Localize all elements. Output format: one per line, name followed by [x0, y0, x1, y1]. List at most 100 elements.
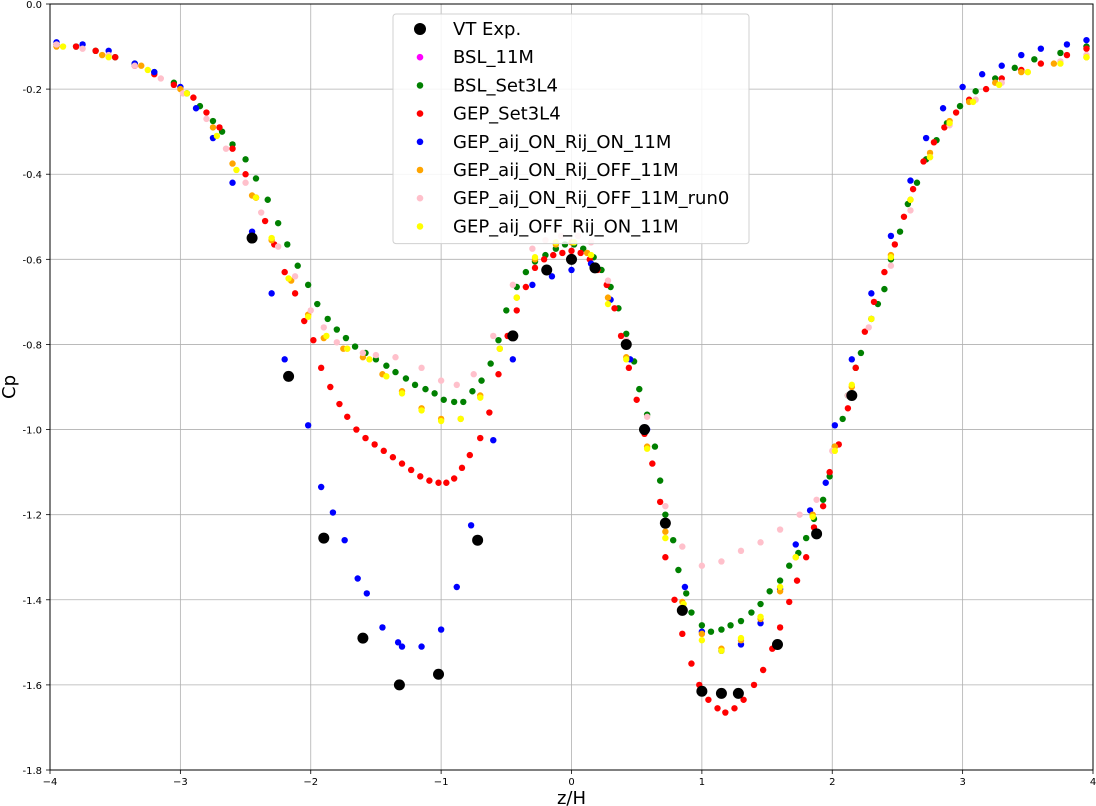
data-point	[998, 62, 1005, 69]
x-tick-label: 0	[568, 777, 574, 788]
data-point	[643, 413, 651, 420]
data-point	[796, 511, 803, 518]
legend-marker	[416, 82, 424, 89]
data-point	[727, 622, 734, 629]
series-VT Exp.	[246, 232, 858, 699]
data-point	[681, 583, 689, 591]
data-point	[861, 328, 869, 335]
data-point	[776, 583, 784, 591]
data-point	[623, 330, 630, 338]
data-point	[548, 273, 556, 280]
data-point	[1024, 68, 1032, 76]
data-point	[757, 613, 764, 620]
data-point	[392, 354, 399, 361]
data-point	[1031, 56, 1038, 63]
data-point	[407, 466, 415, 474]
data-point	[353, 426, 360, 433]
data-point	[676, 604, 688, 616]
data-point	[366, 356, 373, 363]
data-point	[457, 415, 464, 423]
data-point	[379, 624, 386, 631]
data-point	[696, 685, 708, 697]
data-point	[258, 209, 265, 216]
data-point	[513, 294, 520, 301]
data-point	[568, 247, 575, 255]
data-point	[507, 330, 519, 342]
data-point	[786, 598, 793, 606]
data-point	[740, 696, 747, 703]
data-point	[913, 179, 921, 186]
data-point	[522, 268, 530, 276]
x-tick-label: −4	[43, 777, 58, 788]
data-point	[372, 351, 380, 359]
data-point	[604, 294, 612, 301]
data-point	[1018, 68, 1025, 76]
data-point	[144, 66, 151, 74]
y-tick-label: 0.0	[26, 0, 42, 11]
data-point	[418, 407, 425, 414]
data-point	[896, 228, 904, 235]
data-point	[317, 364, 325, 372]
data-point	[222, 145, 230, 152]
data-point	[246, 232, 258, 244]
data-point	[865, 324, 872, 331]
legend-label: BSL_11M	[453, 47, 534, 68]
data-point	[460, 398, 467, 406]
data-point	[643, 445, 651, 452]
data-point	[411, 381, 419, 389]
data-point	[422, 385, 429, 393]
data-point	[793, 577, 801, 584]
data-point	[281, 356, 288, 363]
data-point	[802, 554, 810, 561]
data-point	[891, 241, 899, 248]
data-point	[209, 117, 217, 125]
data-point	[229, 145, 236, 152]
data-point	[192, 105, 200, 112]
data-point	[392, 368, 399, 376]
data-point	[495, 336, 502, 344]
data-point	[443, 479, 450, 486]
data-point	[1011, 64, 1018, 72]
data-point	[453, 381, 460, 389]
data-point	[333, 339, 341, 346]
data-point	[757, 539, 764, 546]
legend-marker	[416, 223, 424, 230]
data-point	[831, 447, 839, 455]
data-point	[550, 251, 557, 259]
data-point	[722, 709, 729, 716]
data-point	[490, 436, 497, 444]
data-point	[887, 254, 895, 261]
data-point	[1057, 60, 1064, 67]
data-point	[907, 196, 914, 203]
data-point	[662, 534, 669, 542]
data-point	[541, 264, 553, 276]
data-point	[105, 53, 112, 61]
data-point	[327, 383, 334, 391]
data-point	[737, 547, 745, 555]
data-point	[522, 283, 530, 291]
data-point	[357, 632, 369, 644]
y-tick-label: -0.6	[22, 255, 42, 266]
data-point	[926, 154, 934, 161]
data-point	[304, 281, 312, 289]
data-point	[203, 109, 210, 116]
data-point	[617, 332, 625, 340]
data-point	[662, 554, 669, 561]
data-point	[317, 483, 325, 491]
data-point	[402, 375, 410, 382]
data-point	[513, 307, 520, 314]
data-point	[939, 105, 947, 112]
data-point	[469, 388, 476, 395]
data-point	[900, 213, 908, 220]
data-point	[496, 345, 503, 352]
data-point	[852, 364, 859, 372]
data-point	[72, 43, 80, 50]
data-point	[662, 528, 669, 535]
data-point	[1083, 45, 1090, 52]
data-point	[1057, 49, 1064, 57]
data-point	[229, 160, 236, 167]
data-point	[656, 477, 664, 484]
data-point	[304, 422, 312, 429]
y-tick-label: -0.2	[22, 85, 42, 96]
data-point	[283, 370, 295, 382]
